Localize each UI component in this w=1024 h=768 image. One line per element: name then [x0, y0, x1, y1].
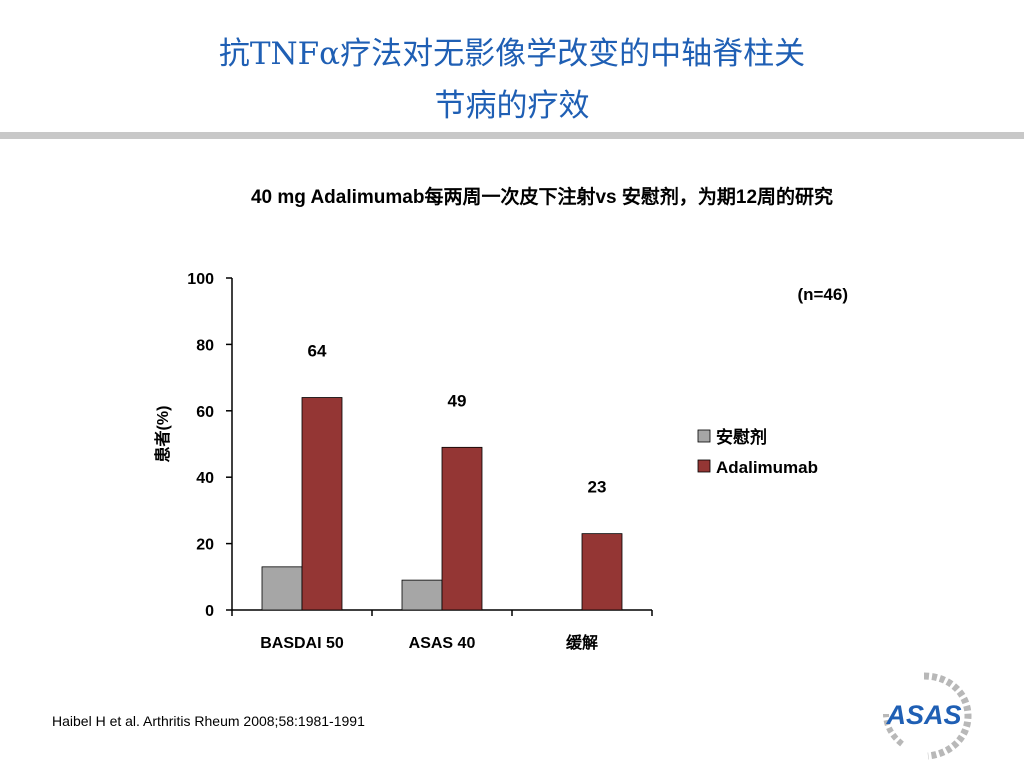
- bar-adalimumab: [301, 397, 343, 611]
- logo-text: ASAS: [885, 700, 961, 730]
- x-category-label: ASAS 40: [409, 635, 476, 652]
- legend-swatch: [697, 459, 711, 473]
- asas-logo: ASAS: [883, 672, 972, 760]
- legend-label: Adalimumab: [716, 458, 818, 477]
- y-tick-label: 20: [196, 537, 214, 554]
- title-divider: [0, 132, 1024, 139]
- legend-label: 安慰剂: [716, 427, 767, 447]
- bar-placebo: [261, 566, 303, 611]
- y-tick-label: 40: [196, 470, 214, 487]
- bar-placebo: [401, 579, 443, 611]
- citation: Haibel H et al. Arthritis Rheum 2008;58:…: [52, 713, 365, 729]
- y-tick-label: 80: [196, 337, 214, 354]
- y-axis-label: 患者(%): [153, 406, 172, 463]
- y-tick-label: 60: [196, 404, 214, 421]
- x-category-label: 缓解: [565, 633, 598, 652]
- y-tick-label: 0: [205, 603, 214, 620]
- bar-adalimumab: [441, 446, 483, 611]
- slide-title-line2: 节病的疗效: [434, 88, 590, 124]
- data-label: 49: [448, 391, 467, 410]
- data-label: 64: [308, 342, 327, 361]
- slide-title-line1: 抗TNFα疗法对无影像学改变的中轴脊柱关: [218, 36, 806, 72]
- chart-subtitle: 40 mg Adalimumab每两周一次皮下注射vs 安慰剂，为期12周的研究: [250, 187, 834, 208]
- data-label: 23: [588, 478, 607, 497]
- slide-title: 抗TNFα疗法对无影像学改变的中轴脊柱关 节病的疗效: [100, 28, 924, 132]
- bar-adalimumab: [581, 533, 623, 611]
- y-tick-label: 100: [187, 271, 214, 288]
- x-category-label: BASDAI 50: [260, 635, 344, 652]
- sample-size-note: (n=46): [797, 285, 848, 304]
- legend-swatch: [697, 429, 711, 443]
